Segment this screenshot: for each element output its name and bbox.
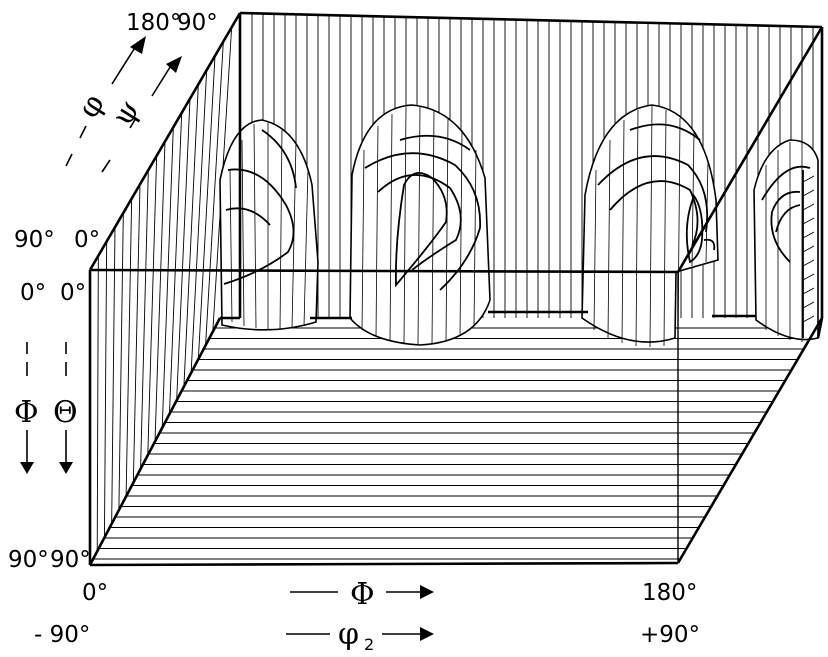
phi1-max-label: 180° — [126, 10, 181, 36]
theta-bottom-left-label: 90° — [50, 547, 91, 573]
left-hatch-line — [118, 212, 124, 511]
left-hatch-line — [161, 127, 174, 428]
phi2-max-label: +90° — [640, 622, 700, 648]
theta-axis-arrow-left — [59, 342, 73, 474]
psi-axis-arrow — [101, 56, 182, 173]
left-face-hatching — [96, 27, 233, 552]
texture-component-blob-2 — [349, 104, 491, 346]
texture-component-blob-1 — [219, 119, 319, 331]
phi-top-back-label: 90° — [14, 227, 55, 253]
phi-top-front-label: 0° — [20, 280, 46, 306]
texture-component-blob-4 — [753, 139, 819, 342]
theta-top-back-label: 0° — [74, 227, 100, 253]
left-hatch-line — [140, 170, 149, 469]
phi1-axis-symbol: φ — [71, 88, 112, 124]
phi-bottom-left-label: 90° — [8, 547, 49, 573]
floor-hatching — [93, 327, 817, 560]
phi-min-label: 0° — [82, 580, 108, 606]
phi-axis-symbol-bottom: Φ — [350, 577, 375, 612]
left-hatch-line — [183, 84, 199, 387]
phi2-axis-subscript: 2 — [364, 635, 374, 654]
left-hatch-line — [168, 112, 183, 415]
phi-max-label: 180° — [642, 580, 697, 606]
left-hatch-line — [190, 70, 208, 373]
left-hatch-line — [205, 41, 224, 346]
theta-top-front-label: 0° — [60, 280, 86, 306]
left-hatch-line — [154, 141, 166, 442]
theta-axis-symbol-left: Θ — [53, 395, 78, 430]
left-hatch-line — [103, 241, 108, 538]
phi-axis-arrow-left — [20, 342, 34, 474]
phi2-min-label: - 90° — [34, 622, 90, 648]
psi-max-label: 90° — [177, 10, 218, 36]
left-hatch-line — [197, 55, 216, 360]
phi2-axis-arrow-bottom — [286, 627, 434, 641]
phi-axis-arrow-bottom — [290, 585, 434, 599]
psi-axis-symbol: ψ — [105, 94, 147, 133]
box-edges — [88, 11, 824, 567]
left-hatch-line — [147, 155, 158, 456]
left-hatch-line — [132, 184, 141, 483]
phi1-axis-arrow — [65, 36, 146, 167]
left-hatch-line — [176, 98, 191, 401]
left-hatch-line — [96, 255, 99, 552]
texture-component-blob-3 — [581, 104, 719, 348]
phi-axis-symbol-left: Φ — [14, 395, 39, 430]
left-hatch-line — [111, 227, 116, 524]
left-hatch-line — [125, 198, 133, 497]
phi2-axis-symbol: φ — [338, 617, 359, 652]
